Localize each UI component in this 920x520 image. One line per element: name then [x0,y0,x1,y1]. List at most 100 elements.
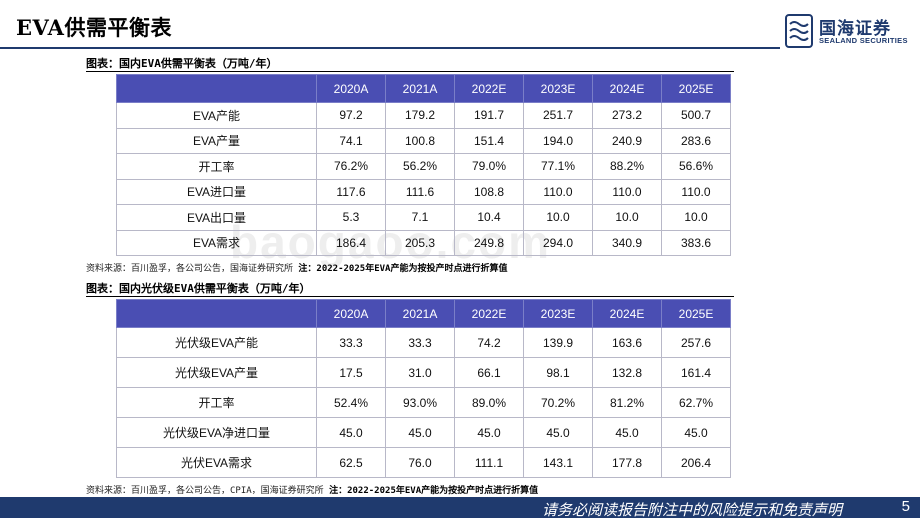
value-cell: 117.6 [316,178,386,205]
value-cell: 151.4 [454,127,524,154]
value-cell: 45.0 [316,417,386,448]
row-label-cell: 光伏级EVA产能 [116,327,317,358]
value-cell: 88.2% [592,153,662,180]
table2-caption: 图表：国内光伏级EVA供需平衡表（万吨/年） [86,282,311,295]
row-label-cell: 光伏EVA需求 [116,447,317,478]
page-title: EVA供需平衡表 [16,15,172,40]
header-cell-year: 2025E [661,74,731,103]
row-label-cell: 光伏级EVA净进口量 [116,417,317,448]
value-cell: 97.2 [316,102,386,129]
value-cell: 143.1 [523,447,593,478]
value-cell: 283.6 [661,127,731,154]
value-cell: 98.1 [523,357,593,388]
logo-english-name: SEALAND SECURITIES [819,36,908,45]
table2-source-text: 资料来源：百川盈孚，各公司公告，CPIA，国海证券研究所 [86,486,330,496]
value-cell: 70.2% [523,387,593,418]
value-cell: 93.0% [385,387,455,418]
value-cell: 45.0 [385,417,455,448]
table-row: EVA产能 97.2 179.2 191.7 251.7 273.2 500.7 [116,102,731,129]
value-cell: 205.3 [385,229,455,256]
row-label-cell: EVA产量 [116,127,317,154]
table1-source: 资料来源：百川盈孚，各公司公告，国海证券研究所 注：2022-2025年EVA产… [86,261,507,274]
value-cell: 251.7 [523,102,593,129]
value-cell: 500.7 [661,102,731,129]
footer-disclaimer: 请务必阅读报告附注中的风险提示和免责声明 [541,501,842,519]
eva-balance-table: 2020A 2021A 2022E 2023E 2024E 2025E EVA产能 97.2… [116,74,731,256]
value-cell: 45.0 [661,417,731,448]
table-row: EVA出口量 5.3 7.1 10.4 10.0 10.0 10.0 [116,204,731,231]
value-cell: 139.9 [523,327,593,358]
value-cell: 191.7 [454,102,524,129]
value-cell: 76.2% [316,153,386,180]
value-cell: 79.0% [454,153,524,180]
value-cell: 76.0 [385,447,455,478]
table-row: 开工率 52.4% 93.0% 89.0% 70.2% 81.2% 62.7% [116,387,731,418]
value-cell: 33.3 [385,327,455,358]
row-label-cell: EVA产能 [116,102,317,129]
title-rule [0,47,780,49]
value-cell: 161.4 [661,357,731,388]
table-row: 光伏级EVA净进口量 45.0 45.0 45.0 45.0 45.0 45.0 [116,417,731,448]
table-row: EVA需求 186.4 205.3 249.8 294.0 340.9 383.6 [116,229,731,256]
page-number: 5 [901,498,910,515]
value-cell: 10.0 [523,204,593,231]
header-cell-year: 2023E [523,74,593,103]
value-cell: 273.2 [592,102,662,129]
value-cell: 77.1% [523,153,593,180]
value-cell: 5.3 [316,204,386,231]
value-cell: 383.6 [661,229,731,256]
table1-caption: 图表：国内EVA供需平衡表（万吨/年） [86,57,278,70]
value-cell: 89.0% [454,387,524,418]
value-cell: 177.8 [592,447,662,478]
value-cell: 340.9 [592,229,662,256]
value-cell: 31.0 [385,357,455,388]
header-cell-blank [116,74,317,103]
pv-eva-balance-table: 2020A 2021A 2022E 2023E 2024E 2025E 光伏级EVA产能 3… [116,299,731,478]
value-cell: 179.2 [385,102,455,129]
value-cell: 74.2 [454,327,524,358]
value-cell: 45.0 [454,417,524,448]
value-cell: 10.4 [454,204,524,231]
header-cell-year: 2024E [592,299,662,328]
value-cell: 56.2% [385,153,455,180]
header-cell-year: 2024E [592,74,662,103]
value-cell: 186.4 [316,229,386,256]
value-cell: 249.8 [454,229,524,256]
table-header-row: 2020A 2021A 2022E 2023E 2024E 2025E [116,74,731,103]
table2-note: 注：2022-2025年EVA产能为按投产时点进行折算值 [329,486,539,496]
value-cell: 62.7% [661,387,731,418]
value-cell: 10.0 [661,204,731,231]
row-label-cell: 开工率 [116,153,317,180]
value-cell: 62.5 [316,447,386,478]
table-row: 光伏级EVA产量 17.5 31.0 66.1 98.1 132.8 161.4 [116,357,731,388]
value-cell: 81.2% [592,387,662,418]
value-cell: 45.0 [592,417,662,448]
row-label-cell: 开工率 [116,387,317,418]
header-cell-year: 2023E [523,299,593,328]
value-cell: 33.3 [316,327,386,358]
header-cell-year: 2020A [316,299,386,328]
value-cell: 66.1 [454,357,524,388]
logo-chinese-name: 国海证券 [819,19,891,39]
value-cell: 163.6 [592,327,662,358]
table-header-row: 2020A 2021A 2022E 2023E 2024E 2025E [116,299,731,328]
value-cell: 257.6 [661,327,731,358]
value-cell: 240.9 [592,127,662,154]
table-row: EVA进口量 117.6 111.6 108.8 110.0 110.0 110.0 [116,178,731,205]
value-cell: 111.1 [454,447,524,478]
value-cell: 56.6% [661,153,731,180]
table-row: 光伏级EVA产能 33.3 33.3 74.2 139.9 163.6 257.6 [116,327,731,358]
value-cell: 110.0 [661,178,731,205]
header-cell-year: 2021A [385,74,455,103]
table2-source: 资料来源：百川盈孚，各公司公告，CPIA，国海证券研究所 注：2022-2025… [86,483,538,496]
header-cell-year: 2025E [661,299,731,328]
value-cell: 294.0 [523,229,593,256]
table2-caption-rule [86,296,734,297]
value-cell: 194.0 [523,127,593,154]
header-cell-year: 2020A [316,74,386,103]
table-row: EVA产量 74.1 100.8 151.4 194.0 240.9 283.6 [116,127,731,154]
value-cell: 17.5 [316,357,386,388]
value-cell: 108.8 [454,178,524,205]
value-cell: 7.1 [385,204,455,231]
table-row: 光伏EVA需求 62.5 76.0 111.1 143.1 177.8 206.4 [116,447,731,478]
